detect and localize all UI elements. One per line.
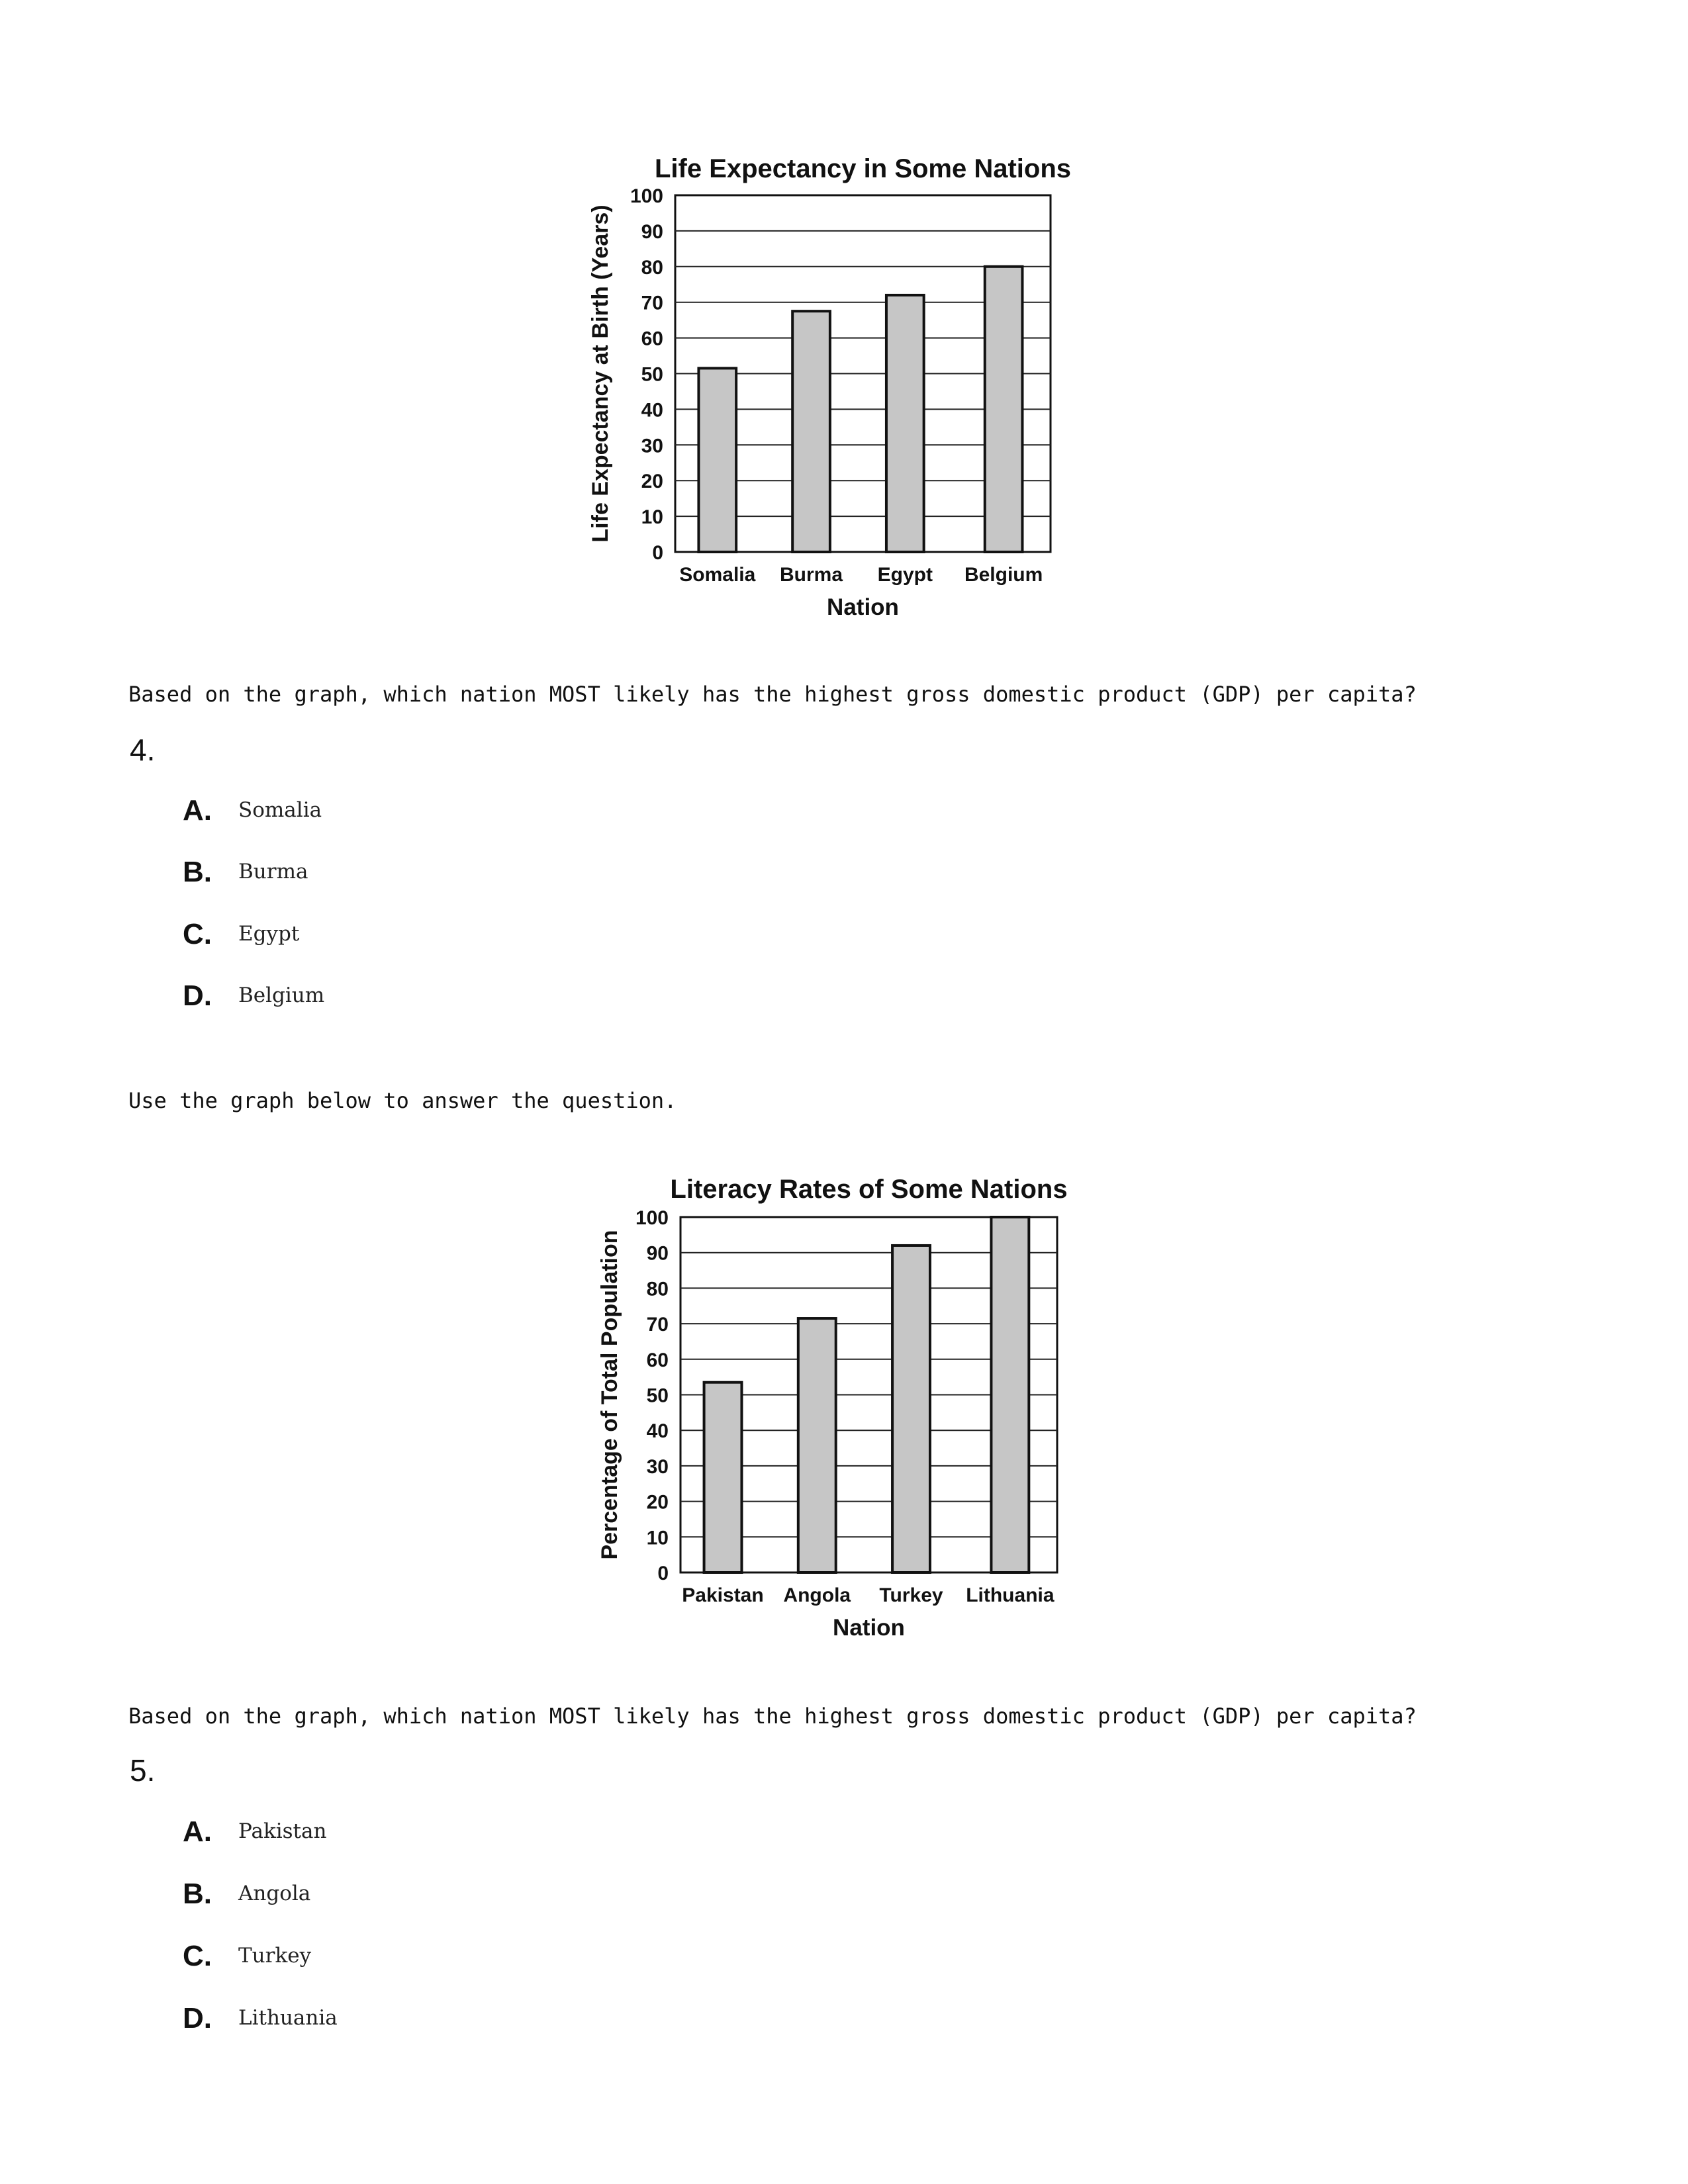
x-axis-label: Nation bbox=[827, 594, 899, 620]
option-letter: B. bbox=[183, 1878, 212, 1910]
option-text: Egypt bbox=[238, 922, 300, 946]
x-tick-label: Somalia bbox=[679, 564, 755, 586]
x-tick-label: Lithuania bbox=[966, 1584, 1055, 1606]
y-tick-label: 70 bbox=[647, 1314, 669, 1336]
y-tick-label: 50 bbox=[641, 364, 663, 386]
y-tick-label: 90 bbox=[647, 1243, 669, 1265]
y-tick-label: 60 bbox=[647, 1349, 669, 1371]
option-letter: C. bbox=[183, 918, 212, 950]
x-tick-label: Turkey bbox=[879, 1584, 943, 1606]
y-tick-label: 20 bbox=[641, 471, 663, 492]
answer-option-c[interactable]: C. Turkey bbox=[183, 1940, 311, 1973]
y-tick-label: 40 bbox=[647, 1420, 669, 1442]
y-axis-label: Life Expectancy at Birth (Years) bbox=[588, 205, 613, 542]
bar-pakistan bbox=[702, 1381, 743, 1574]
question-5-number: 5. bbox=[130, 1753, 156, 1788]
question-5-text: Based on the graph, which nation MOST li… bbox=[128, 1704, 1417, 1729]
x-tick-label: Angola bbox=[783, 1584, 851, 1606]
option-text: Burma bbox=[238, 860, 308, 884]
y-tick-label: 50 bbox=[647, 1385, 669, 1407]
answer-option-a[interactable]: A. Somalia bbox=[183, 794, 322, 827]
y-tick-label: 40 bbox=[641, 399, 663, 421]
y-tick-label: 0 bbox=[657, 1563, 669, 1584]
answer-option-b[interactable]: B. Burma bbox=[183, 856, 308, 889]
option-letter: B. bbox=[183, 856, 212, 888]
option-text: Turkey bbox=[238, 1944, 312, 1968]
y-tick-label: 70 bbox=[641, 293, 663, 314]
option-letter: A. bbox=[183, 1815, 212, 1848]
bar-angola bbox=[796, 1317, 837, 1574]
x-tick-label: Belgium bbox=[964, 564, 1043, 586]
answer-option-d[interactable]: D. Belgium bbox=[183, 979, 324, 1013]
bar-lithuania bbox=[990, 1216, 1031, 1574]
chart-title: Life Expectancy in Some Nations bbox=[655, 154, 1071, 183]
y-tick-label: 10 bbox=[641, 506, 663, 528]
answer-option-d[interactable]: D. Lithuania bbox=[183, 2002, 338, 2035]
option-text: Lithuania bbox=[238, 2006, 338, 2030]
life-expectancy-chart: 0 10 20 30 40 50 60 70 80 90 100 Somalia Burma Egypt B… bbox=[588, 154, 1071, 620]
graph-instruction: Use the graph below to answer the questi… bbox=[128, 1088, 677, 1113]
question-4-text: Based on the graph, which nation MOST li… bbox=[128, 682, 1417, 707]
y-tick-label: 30 bbox=[641, 435, 663, 457]
y-tick-label: 80 bbox=[647, 1278, 669, 1300]
option-letter: D. bbox=[183, 979, 212, 1012]
y-tick-label: 80 bbox=[641, 257, 663, 279]
option-letter: C. bbox=[183, 1940, 212, 1972]
option-letter: D. bbox=[183, 2002, 212, 2034]
bar-egypt bbox=[884, 293, 925, 553]
y-tick-label: 100 bbox=[630, 185, 663, 207]
option-text: Angola bbox=[238, 1882, 311, 1905]
option-text: Somalia bbox=[238, 798, 322, 822]
bar-burma bbox=[791, 310, 831, 553]
question-4-number: 4. bbox=[130, 733, 156, 767]
bar-turkey bbox=[891, 1244, 931, 1574]
x-tick-label: Burma bbox=[780, 564, 843, 586]
y-tick-label: 20 bbox=[647, 1492, 669, 1514]
chart-title: Literacy Rates of Some Nations bbox=[670, 1175, 1067, 1204]
y-tick-label: 90 bbox=[641, 221, 663, 243]
literacy-rates-chart: 0 10 20 30 40 50 60 70 80 90 100 Pakistan Angola Turk… bbox=[597, 1175, 1068, 1641]
y-tick-label: 100 bbox=[635, 1207, 669, 1229]
answer-option-c[interactable]: C. Egypt bbox=[183, 918, 299, 951]
bar-belgium bbox=[983, 265, 1024, 553]
x-tick-label: Egypt bbox=[878, 564, 933, 586]
x-tick-label: Pakistan bbox=[682, 1584, 763, 1606]
answer-option-a[interactable]: A. Pakistan bbox=[183, 1815, 326, 1848]
option-text: Pakistan bbox=[238, 1819, 327, 1843]
y-tick-label: 30 bbox=[647, 1456, 669, 1478]
y-tick-label: 10 bbox=[647, 1527, 669, 1549]
y-axis-label: Percentage of Total Population bbox=[597, 1230, 622, 1559]
y-tick-label: 0 bbox=[652, 542, 663, 564]
y-tick-label: 60 bbox=[641, 328, 663, 350]
answer-option-b[interactable]: B. Angola bbox=[183, 1878, 310, 1911]
option-letter: A. bbox=[183, 794, 212, 827]
bar-somalia bbox=[697, 367, 738, 553]
x-axis-label: Nation bbox=[833, 1615, 905, 1641]
option-text: Belgium bbox=[238, 983, 325, 1007]
